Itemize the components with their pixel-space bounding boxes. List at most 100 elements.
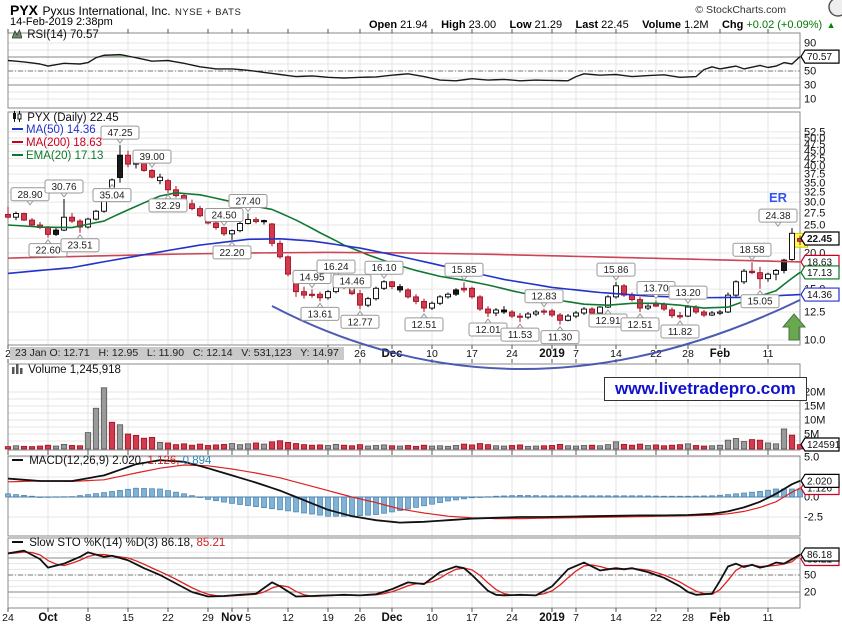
svg-text:10M: 10M [804, 415, 825, 427]
svg-text:90: 90 [804, 38, 816, 50]
macd-value-hist: 0.894 [182, 455, 212, 467]
green-up-arrow-annotation [781, 313, 807, 341]
svg-text:17.13: 17.13 [807, 268, 832, 279]
svg-text:26: 26 [354, 612, 366, 624]
header-title-row: PYX Pyxus International, Inc. NYSE + BAT… [10, 2, 241, 20]
last-label: Last [575, 19, 599, 31]
svg-text:24.50: 24.50 [211, 211, 236, 222]
volume-value: 1.2M [684, 19, 709, 31]
svg-text:28: 28 [682, 348, 694, 360]
price-callout [500, 327, 540, 342]
svg-text:20M: 20M [804, 387, 825, 399]
svg-text:Feb: Feb [710, 612, 730, 624]
macd-legend-label: MACD(12,26,9) [29, 455, 110, 467]
svg-text:30.76: 30.76 [51, 182, 76, 193]
price-callout [300, 306, 340, 321]
price-callout [204, 208, 244, 223]
svg-text:10: 10 [426, 612, 438, 624]
axis-value-box [800, 473, 840, 488]
open-value: 21.94 [400, 19, 428, 31]
svg-text:50.0: 50.0 [804, 132, 825, 144]
price-callout [404, 317, 444, 332]
watermark-link[interactable]: www.livetradepro.com [604, 377, 807, 401]
sto-value-d: 85.21 [196, 537, 226, 549]
price-callout [660, 324, 700, 339]
svg-text:17: 17 [466, 348, 478, 360]
macd-value-main: 2.020, [112, 455, 145, 467]
axis-value-box [800, 547, 840, 562]
svg-text:11.53: 11.53 [508, 330, 533, 341]
price-callout [44, 179, 84, 194]
ma200-legend: MA(200) 18.63 [26, 137, 103, 149]
svg-text:26: 26 [354, 348, 366, 360]
low-value: 21.29 [534, 19, 563, 31]
svg-text:15.85: 15.85 [451, 265, 476, 276]
chg-value: +0.02 (+0.09%) [746, 19, 823, 31]
price-callout [10, 187, 50, 202]
svg-text:22.20: 22.20 [219, 248, 244, 259]
ma200-swatch [12, 140, 23, 143]
svg-text:13.70: 13.70 [643, 283, 668, 294]
svg-text:86.18: 86.18 [807, 550, 832, 561]
svg-text:14: 14 [610, 612, 622, 624]
svg-text:10: 10 [804, 94, 816, 106]
svg-text:8: 8 [85, 612, 91, 624]
svg-text:15.86: 15.86 [603, 265, 628, 276]
price-callout [148, 198, 188, 213]
low-label: Low [509, 19, 532, 31]
svg-text:27.40: 27.40 [235, 196, 260, 207]
svg-text:5: 5 [245, 612, 251, 624]
support-arc-annotation [271, 299, 801, 370]
svg-text:24: 24 [506, 612, 518, 624]
svg-text:52.5: 52.5 [804, 126, 825, 138]
svg-text:28.90: 28.90 [17, 190, 42, 201]
svg-text:11: 11 [763, 348, 774, 360]
svg-text:12.77: 12.77 [347, 317, 372, 328]
svg-text:10: 10 [426, 348, 438, 360]
svg-text:7: 7 [573, 348, 579, 360]
quote-summary: Open 21.94 High 23.00 Low 21.29 Last 22.45 V… [360, 15, 836, 33]
price-callout [740, 294, 780, 309]
price-callout [540, 330, 580, 345]
svg-text:42.5: 42.5 [804, 153, 825, 165]
sto-value-k: 86.18, [161, 537, 194, 549]
svg-text:5.0: 5.0 [804, 452, 819, 464]
last-value: 22.45 [601, 19, 629, 31]
price-legend-main: PYX (Daily) 22.45 [27, 112, 119, 124]
svg-text:14: 14 [610, 348, 622, 360]
svg-text:50: 50 [804, 569, 816, 581]
svg-text:15: 15 [122, 612, 134, 624]
svg-text:23.51: 23.51 [67, 241, 92, 252]
svg-text:20: 20 [804, 587, 816, 599]
price-callout [100, 125, 140, 140]
chart-datetime: 14-Feb-2019 2:38pm [10, 16, 113, 28]
svg-text:124591: 124591 [807, 440, 841, 451]
macd-swatch [12, 458, 23, 461]
svg-text:15.05: 15.05 [747, 297, 772, 308]
svg-text:14.95: 14.95 [299, 273, 324, 284]
sto-legend-label: Slow STO %K(14) %D(3) [29, 537, 159, 549]
axis-value-box [800, 265, 840, 280]
svg-text:50: 50 [804, 66, 816, 78]
chg-up-arrow-icon: ▲ [826, 20, 836, 30]
svg-text:22.60: 22.60 [35, 246, 60, 257]
svg-text:22: 22 [650, 612, 662, 624]
bar-chart-icon [12, 364, 23, 377]
svg-text:7: 7 [573, 612, 579, 624]
macd-legend: MACD(12,26,9) 2.020, 1.126, 0.894 [12, 455, 211, 467]
svg-text:13.61: 13.61 [307, 309, 332, 320]
price-callout [364, 260, 404, 275]
svg-text:12.91: 12.91 [595, 316, 620, 327]
info-bar: 23 Jan O: 12.71 H: 12.95 L: 11.90 C: 12.… [10, 347, 344, 360]
svg-text:40.0: 40.0 [804, 161, 825, 173]
svg-text:28: 28 [682, 612, 694, 624]
ticker-symbol: PYX [10, 2, 39, 18]
axis-value-box [800, 437, 840, 452]
rsi-legend: RSI(14) 70.57 [11, 28, 99, 42]
high-label: High [441, 19, 466, 31]
svg-text:12.83: 12.83 [531, 292, 556, 303]
svg-text:24: 24 [2, 612, 14, 624]
copyright: © StockCharts.com [695, 4, 786, 16]
price-callout [228, 193, 268, 208]
